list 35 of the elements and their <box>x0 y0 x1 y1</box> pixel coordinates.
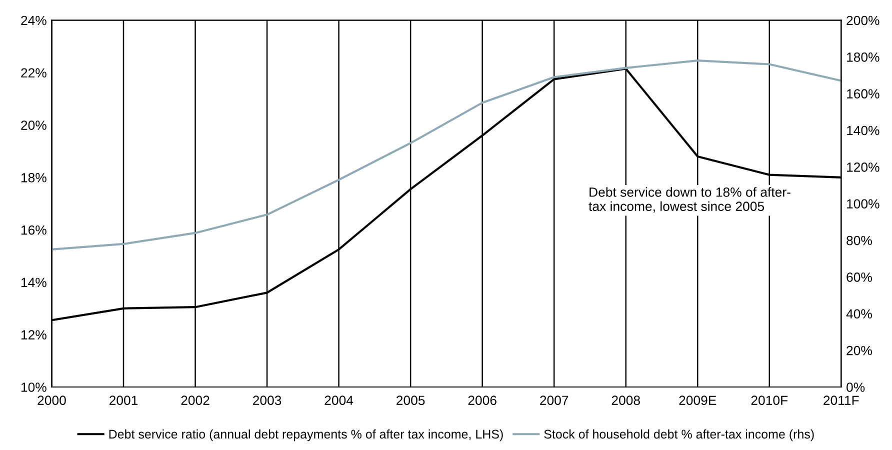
y2-tick-label: 160% <box>847 89 880 99</box>
y2-tick-label: 180% <box>847 52 880 62</box>
y-tick-label: 20% <box>21 120 46 130</box>
y2-tick-label: 0% <box>846 382 865 392</box>
x-tick-label: 2011F <box>824 396 859 406</box>
x-tick-label: 2003 <box>253 396 282 406</box>
x-tick-label: 2007 <box>540 396 568 406</box>
legend-label: Debt service ratio (annual debt repayments % of after tax income, LHS) <box>109 429 503 442</box>
x-tick-label: 2009E <box>679 396 716 406</box>
y2-tick-label: 200% <box>846 16 880 26</box>
y-tick-label: 22% <box>21 68 46 78</box>
y-tick-label: 24% <box>21 16 46 26</box>
y2-tick-label: 80% <box>846 236 872 246</box>
y2-tick-label: 60% <box>846 272 872 282</box>
x-tick-label: 2008 <box>612 396 640 406</box>
y2-tick-label: 20% <box>846 346 872 356</box>
x-tick-label: 2010F <box>751 396 788 406</box>
y2-tick-label: 120% <box>847 162 880 172</box>
x-tick-label: 2004 <box>324 396 354 406</box>
y-tick-label: 10% <box>21 382 46 392</box>
y-tick-label: 18% <box>21 172 46 182</box>
y-tick-label: 12% <box>21 330 46 340</box>
y-tick-label: 16% <box>21 225 46 235</box>
y2-tick-label: 100% <box>847 199 880 209</box>
line-series <box>52 60 842 251</box>
x-tick-label: 2006 <box>468 396 496 406</box>
x-tick-label: 2005 <box>396 396 425 406</box>
y-tick-label: 14% <box>21 278 46 288</box>
legend-label: Stock of household debt % after-tax income (rhs) <box>544 429 814 442</box>
x-tick-label: 2000 <box>38 396 66 406</box>
y2-tick-label: 140% <box>847 126 880 136</box>
y2-tick-label: 40% <box>846 309 872 319</box>
annotation: Debt service down to 18% of after- tax income, lowest since 2005 <box>588 187 790 213</box>
x-tick-label: 2001 <box>109 396 138 406</box>
x-tick-label: 2002 <box>181 396 210 406</box>
